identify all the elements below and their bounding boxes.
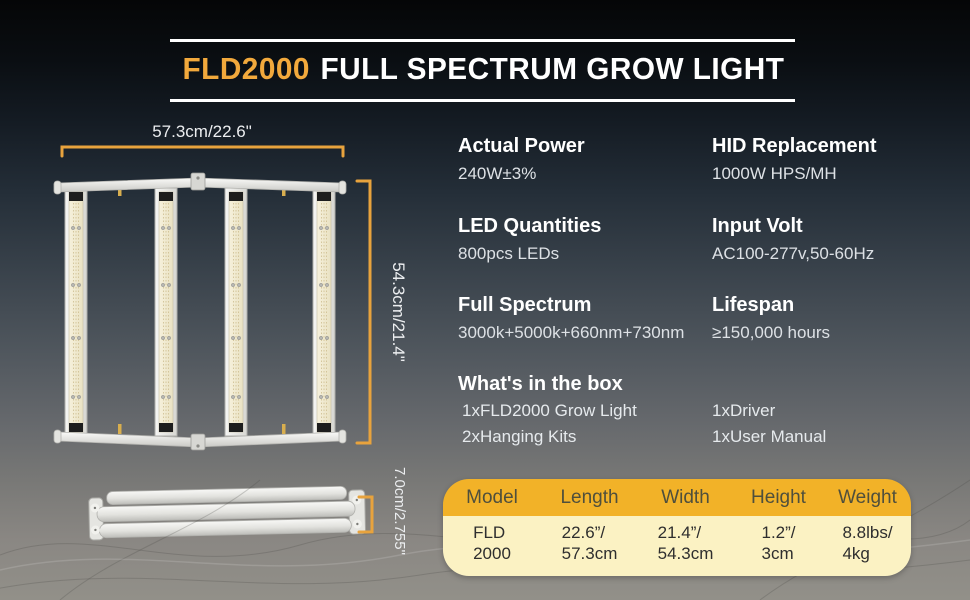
spec-item-lifespan: Lifespan ≥150,000 hours bbox=[712, 293, 967, 343]
spec-label: HID Replacement bbox=[712, 135, 877, 157]
table-data-row: FLD 2000 22.6”/57.3cm 21.4”/54.3cm 1.2”/3… bbox=[443, 516, 911, 576]
table-cell-length: 22.6”/57.3cm bbox=[561, 523, 618, 563]
spec-label: Lifespan bbox=[712, 294, 795, 316]
spec-value: ≥150,000 hours bbox=[712, 323, 831, 342]
height-dimension-label: 54.3cm/21.4" bbox=[389, 262, 408, 362]
table-header-cell: Length bbox=[560, 486, 619, 508]
spec-label: LED Quantities bbox=[458, 215, 602, 237]
led-bars bbox=[64, 187, 336, 437]
spec-value: 3000k+5000k+660nm+730nm bbox=[458, 323, 685, 342]
model-number: FLD2000 bbox=[182, 51, 310, 86]
table-cell-weight: 8.8lbs/4kg bbox=[842, 523, 893, 563]
led-bar bbox=[64, 187, 88, 437]
spec-item-actual-power: Actual Power 240W±3% bbox=[458, 134, 713, 184]
depth-dimension-label: 7.0cm/2.755" bbox=[391, 467, 408, 555]
product-title: FLD2000 FULL SPECTRUM GROW LIGHT bbox=[182, 51, 785, 87]
dimensions-table: Model Length Width Height Weight FLD 2000… bbox=[443, 479, 911, 576]
led-bar bbox=[224, 187, 248, 437]
spec-value: 800pcs LEDs bbox=[458, 244, 560, 263]
table-cell-model: FLD 2000 bbox=[473, 523, 511, 563]
spec-item-input-volt: Input Volt AC100-277v,50-60Hz bbox=[712, 214, 967, 264]
spec-value: 1000W HPS/MH bbox=[712, 164, 837, 183]
title-divider-bottom bbox=[170, 99, 795, 102]
table-header-cell: Weight bbox=[838, 486, 897, 508]
table-header-cell: Width bbox=[661, 486, 710, 508]
hanging-clips bbox=[118, 186, 286, 434]
box-contents-heading: What's in the box bbox=[458, 373, 623, 395]
box-item: 1xUser Manual bbox=[712, 427, 827, 446]
title-divider-top bbox=[170, 39, 795, 42]
spec-label: Actual Power bbox=[458, 135, 585, 157]
bottom-rail bbox=[53, 429, 347, 451]
grow-light-side-diagram: 7.0cm/2.755" bbox=[88, 467, 408, 555]
spec-item-hid-replacement: HID Replacement 1000W HPS/MH bbox=[712, 134, 967, 184]
table-header-row: Model Length Width Height Weight bbox=[443, 479, 911, 516]
depth-dimension-bracket bbox=[357, 495, 374, 534]
product-title-text: FULL SPECTRUM GROW LIGHT bbox=[320, 51, 785, 86]
spec-label: Input Volt bbox=[712, 215, 803, 237]
spec-value: AC100-277v,50-60Hz bbox=[712, 244, 875, 263]
box-item: 2xHanging Kits bbox=[462, 427, 577, 446]
led-bar bbox=[154, 187, 178, 437]
led-bar bbox=[312, 187, 336, 437]
box-item: 1xDriver bbox=[712, 401, 776, 420]
spec-value: 240W±3% bbox=[458, 164, 537, 183]
height-dimension-bracket bbox=[355, 179, 372, 445]
table-cell-width: 21.4”/54.3cm bbox=[657, 523, 714, 563]
box-item: 1xFLD2000 Grow Light bbox=[462, 401, 637, 420]
width-dimension-label: 57.3cm/22.6" bbox=[152, 122, 252, 141]
table-header-cell: Height bbox=[751, 486, 806, 508]
top-rail bbox=[53, 172, 347, 195]
folded-light-tubes bbox=[88, 485, 366, 541]
spec-item-led-quantities: LED Quantities 800pcs LEDs bbox=[458, 214, 713, 264]
grow-light-front-diagram: 57.3cm/22.6" 54.3cm/21.4" bbox=[53, 122, 408, 451]
spec-item-full-spectrum: Full Spectrum 3000k+5000k+660nm+730nm bbox=[458, 293, 713, 343]
spec-label: Full Spectrum bbox=[458, 294, 592, 316]
width-dimension-bracket bbox=[60, 145, 345, 158]
table-cell-height: 1.2”/3cm bbox=[761, 523, 796, 563]
table-header-cell: Model bbox=[466, 486, 518, 508]
